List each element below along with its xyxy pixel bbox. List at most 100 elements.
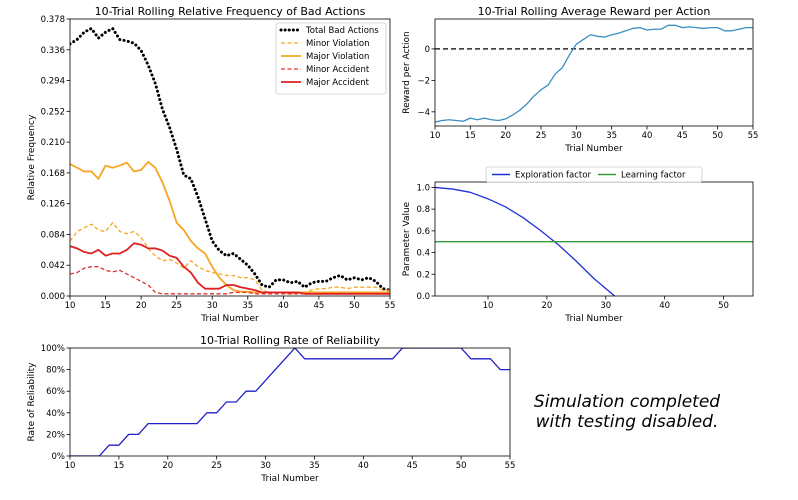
x-tick-label: 35 (606, 131, 617, 141)
series-group (70, 348, 510, 456)
y-tick-label: 0.336 (41, 46, 65, 56)
legend-label-2: Learning factor (621, 171, 686, 181)
x-tick-label: 50 (712, 131, 723, 141)
y-tick-label: 0.000 (41, 292, 65, 302)
x-tick-label: 45 (677, 131, 688, 141)
legend-label-1: Exploration factor (515, 171, 591, 181)
y-tick-label: 1.0 (416, 183, 430, 193)
x-tick-label: 15 (100, 301, 111, 311)
chart-title: 10-Trial Rolling Average Reward per Acti… (478, 5, 711, 18)
x-tick-label: 20 (541, 301, 552, 311)
series-line-1 (70, 27, 390, 292)
x-tick-label: 50 (718, 301, 729, 311)
x-tick-label: 55 (505, 461, 516, 471)
y-axis-label: Relative Frequency (27, 114, 37, 200)
chart-3: 10 20 30 40 50 0.0 0.2 0.4 0.6 0.8 1.0 Trial Number… (402, 166, 754, 324)
legend-box (275, 22, 387, 95)
x-tick-label: 40 (659, 301, 670, 311)
legend-label-5: Major Accident (306, 78, 370, 88)
legend: Exploration factor Learning factor (485, 166, 703, 183)
x-tick-label: 35 (309, 461, 320, 471)
y-tick-label: 0.294 (41, 77, 65, 87)
series-line-3 (70, 160, 390, 295)
series-line-5 (70, 242, 390, 295)
y-axis-label: Rate of Reliability (27, 362, 37, 442)
y-tick-label: 0% (52, 452, 66, 462)
y-tick-label: 40% (46, 409, 65, 419)
y-tick-label: 20% (46, 430, 65, 440)
x-tick-label: 35 (242, 301, 253, 311)
y-tick-label: 0.126 (41, 200, 65, 210)
y-tick-label: −2 (417, 76, 430, 86)
axes-frame (434, 18, 754, 127)
x-tick-label: 30 (600, 301, 611, 311)
y-tick-label: 0.6 (416, 227, 430, 237)
x-tick-label: 25 (171, 301, 182, 311)
legend-label-2: Minor Violation (306, 39, 370, 49)
x-tick-label: 55 (385, 301, 396, 311)
x-tick-label: 20 (500, 131, 511, 141)
y-axis-label: Reward per Action (402, 31, 412, 113)
axes-frame (69, 347, 511, 457)
y-tick-label: 0.084 (41, 230, 65, 240)
legend-box (485, 166, 703, 183)
y-tick-label: 0.2 (416, 270, 430, 280)
axes-frame (69, 18, 391, 297)
x-tick-label: 30 (260, 461, 271, 471)
chart-title: 10-Trial Rolling Relative Frequency of B… (95, 5, 366, 18)
series-line-4 (70, 266, 390, 295)
status-message-line-2: with testing disabled. (535, 412, 719, 432)
x-tick-label: 20 (136, 301, 147, 311)
x-tick-label: 55 (748, 131, 759, 141)
series-group (435, 186, 753, 296)
x-tick-label: 10 (430, 131, 441, 141)
series-line-1 (435, 186, 616, 296)
chart-1: 10 15 20 25 30 35 40 45 50 55 0.000 0.042 0.084 0.126… (27, 5, 395, 324)
x-tick-label: 25 (211, 461, 222, 471)
x-axis-label: Trial Number (260, 474, 319, 484)
chart-4: 10 15 20 25 30 35 40 45 50 55 0% 20% 40% 60% 80% 100% 10… (27, 334, 515, 484)
x-tick-label: 20 (162, 461, 173, 471)
x-tick-label: 50 (349, 301, 360, 311)
status-message-line-1: Simulation completed (533, 392, 721, 412)
x-axis-label: Trial Number (564, 144, 623, 154)
y-tick-label: 0.8 (416, 205, 430, 215)
series-line-1 (70, 348, 510, 456)
x-axis-label: Trial Number (200, 314, 259, 324)
legend-label-1: Total Bad Actions (305, 26, 379, 36)
y-tick-label: 0 (425, 45, 430, 55)
y-axis-label: Parameter Value (402, 201, 412, 276)
y-tick-label: 0.0 (416, 292, 430, 302)
x-tick-label: 40 (642, 131, 653, 141)
y-tick-label: 100% (41, 344, 65, 354)
legend: Total Bad Actions Minor Violation Major Vi… (275, 22, 387, 95)
x-tick-label: 15 (465, 131, 476, 141)
y-tick-label: 60% (46, 387, 65, 397)
y-tick-label: 0.4 (416, 249, 430, 259)
x-tick-label: 10 (65, 301, 76, 311)
legend-label-4: Minor Accident (306, 65, 370, 75)
y-tick-label: 0.252 (41, 107, 65, 117)
x-tick-label: 25 (536, 131, 547, 141)
y-tick-label: 0.168 (41, 169, 65, 179)
x-tick-label: 50 (456, 461, 467, 471)
x-tick-label: 30 (571, 131, 582, 141)
y-tick-label: 0.210 (41, 138, 65, 148)
series-line-1 (435, 24, 753, 123)
x-tick-label: 30 (207, 301, 218, 311)
series-group (70, 27, 390, 295)
legend-label-3: Major Violation (306, 52, 369, 62)
y-tick-label: −4 (417, 108, 430, 118)
chart-2: 10 15 20 25 30 35 40 45 50 55 −4 −2 0 10-Trial Rollin… (402, 5, 758, 154)
x-tick-label: 10 (65, 461, 76, 471)
x-tick-label: 40 (358, 461, 369, 471)
x-axis-label: Trial Number (564, 314, 623, 324)
x-tick-label: 40 (278, 301, 289, 311)
y-tick-label: 0.378 (41, 15, 65, 25)
y-tick-label: 80% (46, 366, 65, 376)
series-group (435, 24, 753, 123)
x-tick-label: 45 (313, 301, 324, 311)
status-message: Simulation completed with testing disabl… (512, 392, 742, 432)
series-line-2 (70, 222, 390, 295)
